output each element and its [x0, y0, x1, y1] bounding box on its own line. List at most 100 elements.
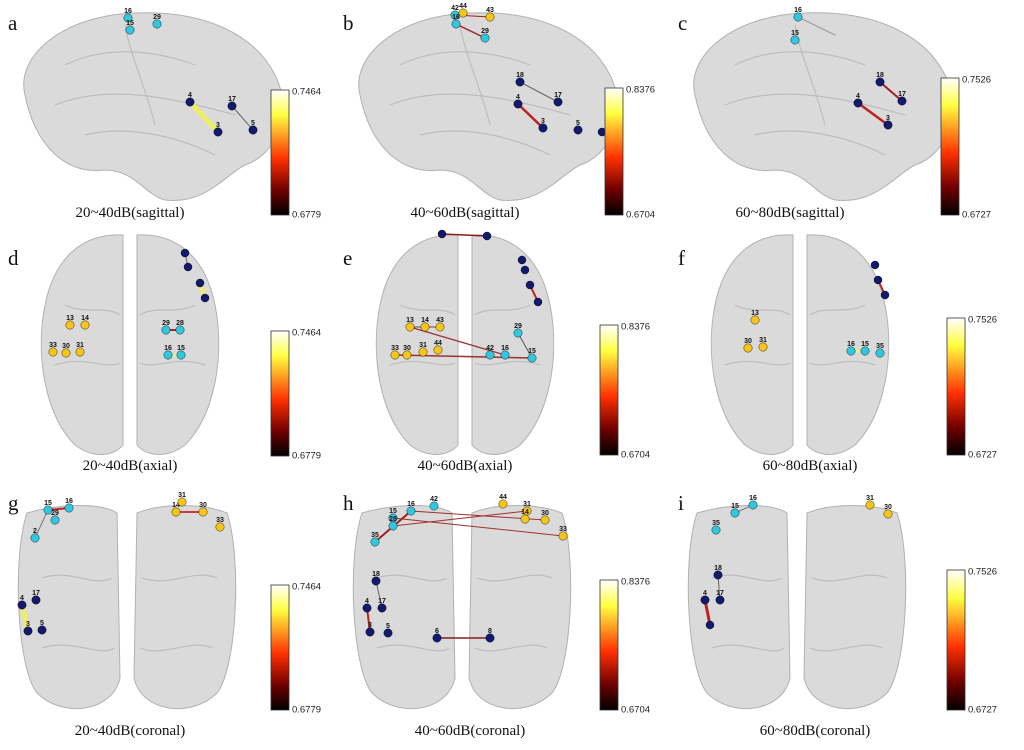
node	[883, 509, 893, 519]
node-label: 6	[435, 628, 439, 635]
node	[705, 620, 715, 630]
brain-outline	[710, 234, 794, 455]
node	[485, 12, 495, 22]
fold	[734, 51, 866, 66]
node-label: 28	[389, 516, 397, 523]
node	[451, 19, 461, 29]
brain	[23, 12, 284, 202]
fold	[389, 93, 571, 116]
node	[388, 521, 398, 531]
node-label: 29	[153, 14, 161, 21]
node-label: 16	[749, 495, 757, 502]
edge	[231, 105, 254, 131]
node-label: 13	[751, 310, 759, 317]
node	[865, 500, 875, 510]
node	[482, 231, 492, 241]
fold	[809, 644, 883, 652]
node-label: 18	[714, 565, 722, 572]
edge	[187, 99, 221, 135]
node	[163, 350, 173, 360]
fold	[734, 304, 791, 316]
node-label: 16	[124, 8, 132, 15]
fold	[139, 304, 196, 316]
caption: 60~80dB(sagittal)	[736, 205, 845, 221]
fold	[399, 51, 531, 66]
fold	[724, 93, 906, 116]
node-label: 18	[516, 72, 524, 79]
node	[48, 347, 58, 357]
node	[175, 325, 185, 335]
colorbar-min: 0.6727	[962, 210, 991, 221]
node-label: 17	[228, 96, 236, 103]
brain	[710, 234, 890, 455]
fold	[724, 360, 791, 366]
node	[406, 506, 416, 516]
node-label: 42	[430, 496, 438, 503]
node-label: 29	[162, 320, 170, 327]
node-label: 31	[759, 337, 767, 344]
node	[853, 98, 863, 108]
brain-outline	[136, 234, 220, 455]
node-label: 33	[559, 526, 567, 533]
node-label: 33	[216, 517, 224, 524]
node-label: 14	[172, 502, 180, 509]
node	[248, 125, 258, 135]
colorbar-max: 0.7526	[968, 315, 997, 326]
fold	[419, 130, 551, 156]
brain	[693, 12, 954, 202]
colorbar-max: 0.8376	[621, 322, 650, 333]
panel-letter: h	[343, 491, 354, 515]
fold	[139, 644, 213, 652]
node	[195, 278, 205, 288]
fold	[84, 130, 216, 156]
node	[152, 19, 162, 29]
fold	[809, 360, 876, 366]
node-label: 4	[516, 94, 520, 101]
node	[365, 627, 375, 637]
node	[185, 97, 195, 107]
node	[527, 353, 537, 363]
fold	[754, 130, 886, 156]
node	[362, 603, 372, 613]
node	[161, 325, 171, 335]
fold	[141, 574, 218, 582]
node-label: 18	[372, 571, 380, 578]
node	[498, 499, 508, 509]
node-label: 13	[66, 315, 74, 322]
node-label: 31	[523, 501, 531, 508]
panel-letter: d	[8, 246, 19, 270]
node-label: 16	[65, 498, 73, 505]
edge	[441, 233, 488, 237]
node-label: 31	[178, 492, 186, 499]
colorbar-min: 0.6727	[968, 450, 997, 461]
fold	[376, 574, 448, 582]
node	[61, 348, 71, 358]
node-label: 31	[76, 342, 84, 349]
colorbar-max: 0.8376	[626, 85, 655, 96]
colorbar	[946, 317, 966, 456]
node-label: 33	[49, 342, 57, 349]
node-label: 42	[451, 5, 459, 12]
caption: 40~60dB(sagittal)	[411, 205, 520, 221]
node	[30, 533, 40, 543]
edge	[19, 602, 31, 634]
edge	[394, 354, 533, 359]
node	[573, 125, 583, 135]
brain	[17, 505, 237, 710]
panel-letter: g	[8, 491, 19, 515]
colorbar	[270, 584, 290, 711]
node	[402, 350, 412, 360]
colorbar-max: 0.7464	[292, 328, 321, 339]
node	[213, 127, 223, 137]
colorbar-min: 0.6779	[292, 705, 321, 716]
caption: 60~80dB(axial)	[763, 458, 858, 474]
node	[377, 603, 387, 613]
caption: 40~60dB(coronal)	[415, 723, 526, 739]
node-label: 5	[386, 623, 390, 630]
node-label: 30	[744, 338, 752, 345]
fold	[476, 574, 553, 582]
colorbar-max: 0.7464	[292, 87, 321, 98]
node-label: 13	[406, 317, 414, 324]
node	[31, 595, 41, 605]
